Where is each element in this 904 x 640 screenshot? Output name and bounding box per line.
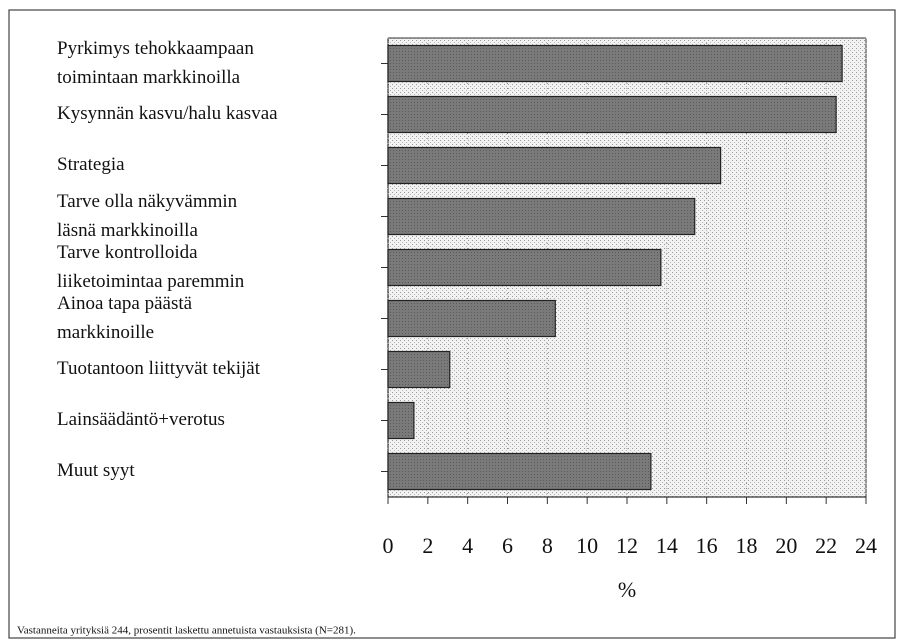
y-tick-label: Tuotantoon liittyvät tekijät [57, 358, 261, 379]
bar [387, 452, 652, 491]
y-tick-label: Strategia [57, 154, 125, 175]
x-tick-label: 20 [775, 533, 797, 558]
x-tick-label: 24 [855, 533, 877, 558]
y-tick-label: Kysynnän kasvu/halu kasvaa [57, 103, 278, 124]
y-tick-label: liiketoimintaa paremmin [57, 271, 245, 292]
x-tick-label: 0 [383, 533, 394, 558]
y-tick-label: Muut syyt [57, 460, 135, 481]
y-tick-label: Lainsäädäntö+verotus [57, 409, 225, 430]
y-tick-label: Pyrkimys tehokkaampaan [57, 38, 254, 59]
y-tick-label: Tarve kontrolloida [57, 242, 198, 263]
x-tick-label: 16 [696, 533, 718, 558]
bar [387, 146, 722, 185]
bar [387, 44, 843, 83]
y-tick-label: Ainoa tapa päästä [57, 293, 193, 314]
bar [387, 197, 696, 236]
x-axis-label: % [618, 577, 636, 602]
frame [8, 9, 896, 639]
x-tick-label: 8 [542, 533, 553, 558]
footnote: Vastanneita yrityksiä 244, prosentit las… [17, 625, 356, 637]
bar [387, 95, 837, 134]
x-tick-label: 2 [422, 533, 433, 558]
y-tick-label: läsnä markkinoilla [57, 220, 198, 241]
bar [387, 299, 556, 338]
x-tick-label: 22 [815, 533, 837, 558]
y-tick-label: toimintaan markkinoilla [57, 67, 241, 88]
x-tick-label: 14 [656, 533, 678, 558]
y-tick-label: Tarve olla näkyvämmin [57, 191, 238, 212]
bar [387, 350, 451, 389]
x-tick-label: 12 [616, 533, 638, 558]
y-tick-label: markkinoille [57, 322, 154, 343]
x-tick-label: 18 [736, 533, 758, 558]
bar [387, 248, 662, 287]
x-tick-label: 6 [502, 533, 513, 558]
bar [387, 401, 415, 440]
x-tick-label: 10 [576, 533, 598, 558]
x-tick-label: 4 [462, 533, 473, 558]
